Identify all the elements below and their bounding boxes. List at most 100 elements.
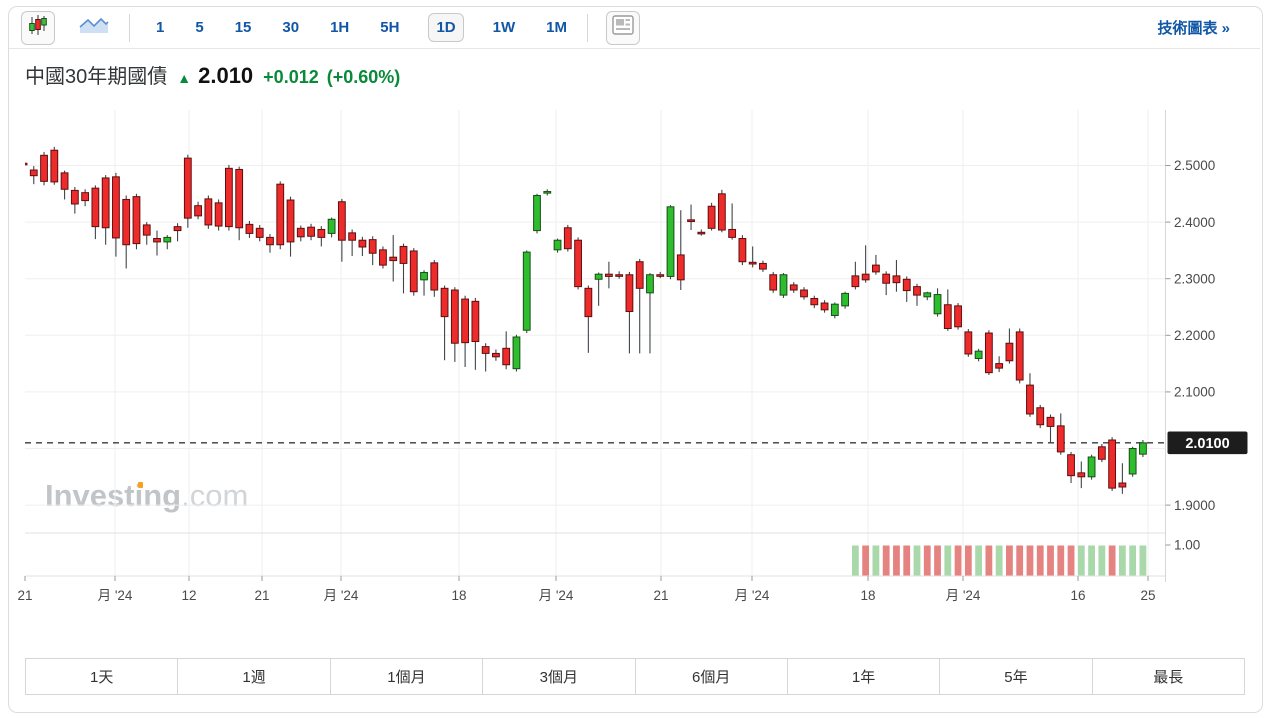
candlestick-series <box>25 146 1147 494</box>
x-tick-label: 16 <box>1070 588 1085 603</box>
candle-down <box>1026 373 1034 417</box>
candle-down <box>153 230 161 256</box>
candle-up <box>646 273 654 354</box>
candle-down <box>1046 414 1055 444</box>
range-button-1[interactable]: 1週 <box>177 659 330 694</box>
candle-down <box>943 289 952 331</box>
candle-down <box>820 300 829 313</box>
candle-down <box>872 254 880 275</box>
candle-down <box>1067 451 1075 484</box>
candle-up <box>923 291 932 301</box>
candle-down <box>584 285 593 353</box>
interval-5h[interactable]: 5H <box>380 19 400 36</box>
candle-down <box>214 199 223 231</box>
candle-down <box>563 224 572 252</box>
candle-down <box>1005 328 1014 364</box>
interval-15[interactable]: 15 <box>234 19 252 36</box>
candle-up <box>553 238 562 253</box>
y-tick-label: 2.1000 <box>1174 385 1215 400</box>
technical-chart-link[interactable]: 技術圖表 » <box>1157 20 1230 37</box>
range-button-7[interactable]: 最長 <box>1091 659 1244 694</box>
candle-down <box>255 224 264 242</box>
interval-selector: 1 5 15 30 1H 5H 1D 1W 1M <box>154 13 569 42</box>
instrument-title: 中國30年期國債 <box>25 66 168 88</box>
candle-up <box>1139 440 1147 457</box>
x-tick-label: 月 '24 <box>324 588 359 603</box>
range-button-0[interactable]: 1天 <box>26 659 178 694</box>
candle-down <box>625 271 634 354</box>
candle-down <box>142 222 151 245</box>
x-tick-label: 月 '24 <box>98 588 133 603</box>
range-button-6[interactable]: 5年 <box>939 659 1092 694</box>
candle-down <box>984 330 993 375</box>
volume-tick-label: 1.00 <box>1174 538 1200 553</box>
interval-5[interactable]: 5 <box>195 19 204 36</box>
x-tick-label: 月 '24 <box>539 588 574 603</box>
candle-down <box>81 189 90 207</box>
candle-down <box>800 287 808 300</box>
candle-down <box>286 196 295 257</box>
horizontal-gridlines <box>25 165 1165 506</box>
y-tick-label: 2.5000 <box>1174 158 1215 173</box>
candle-down <box>461 295 470 367</box>
price-change: +0.012 <box>263 67 319 87</box>
candle-up <box>666 205 675 280</box>
candle-down <box>913 283 921 306</box>
candle-down <box>995 356 1004 373</box>
interval-1h[interactable]: 1H <box>330 19 350 36</box>
candle-down <box>676 210 685 291</box>
interval-1[interactable]: 1 <box>156 19 165 36</box>
candle-down <box>379 246 387 269</box>
candle-up <box>1087 454 1096 480</box>
chart-toolbar: 1 5 15 30 1H 5H 1D 1W 1M 技術圖表 » <box>9 7 1260 49</box>
investing-watermark: Investing.com <box>45 480 248 511</box>
candle-down <box>492 349 500 361</box>
candle-down <box>307 223 315 241</box>
candle-up <box>841 291 850 309</box>
up-arrow-icon: ▲ <box>177 70 192 86</box>
chart-type-area-button[interactable] <box>77 15 111 41</box>
interval-1m[interactable]: 1M <box>546 19 567 36</box>
candle-down <box>1108 437 1117 491</box>
volume-bars <box>851 545 1147 576</box>
range-button-5[interactable]: 1年 <box>786 659 940 694</box>
interval-1w[interactable]: 1W <box>492 19 516 36</box>
range-button-4[interactable]: 6個月 <box>634 659 787 694</box>
interval-1d[interactable]: 1D <box>428 13 464 42</box>
candle-down <box>861 245 870 283</box>
candle-down <box>574 237 582 290</box>
y-tick-label: 2.3000 <box>1174 271 1215 286</box>
range-button-3[interactable]: 3個月 <box>482 659 635 694</box>
range-button-2[interactable]: 1個月 <box>329 659 483 694</box>
candle-up <box>974 348 983 362</box>
candle-down <box>1097 443 1106 463</box>
candle-down <box>687 204 695 231</box>
candle-down <box>60 170 69 200</box>
candle-down <box>358 236 367 257</box>
candle-down <box>892 260 901 292</box>
candle-down <box>194 201 202 220</box>
x-tick-label: 21 <box>653 588 668 603</box>
candle-down <box>430 260 439 297</box>
toolbar-divider <box>129 13 130 42</box>
candle-down <box>440 285 449 361</box>
candle-down <box>1077 461 1086 489</box>
candle-down <box>697 229 706 236</box>
candle-down <box>266 233 274 253</box>
candle-down <box>368 236 377 266</box>
candle-down <box>40 151 48 186</box>
chart-type-candlestick-button[interactable] <box>21 10 55 45</box>
candle-down <box>1036 404 1045 429</box>
svg-text:2.0100: 2.0100 <box>1185 436 1229 452</box>
news-panel-button[interactable] <box>605 10 640 45</box>
vertical-gridlines <box>114 110 1149 576</box>
candle-down <box>112 172 120 257</box>
candle-down <box>225 164 233 231</box>
widget-frame <box>8 6 1263 713</box>
candle-down <box>132 193 141 250</box>
interval-30[interactable]: 30 <box>282 19 300 36</box>
candle-down <box>615 271 624 279</box>
candle-down <box>235 166 244 241</box>
